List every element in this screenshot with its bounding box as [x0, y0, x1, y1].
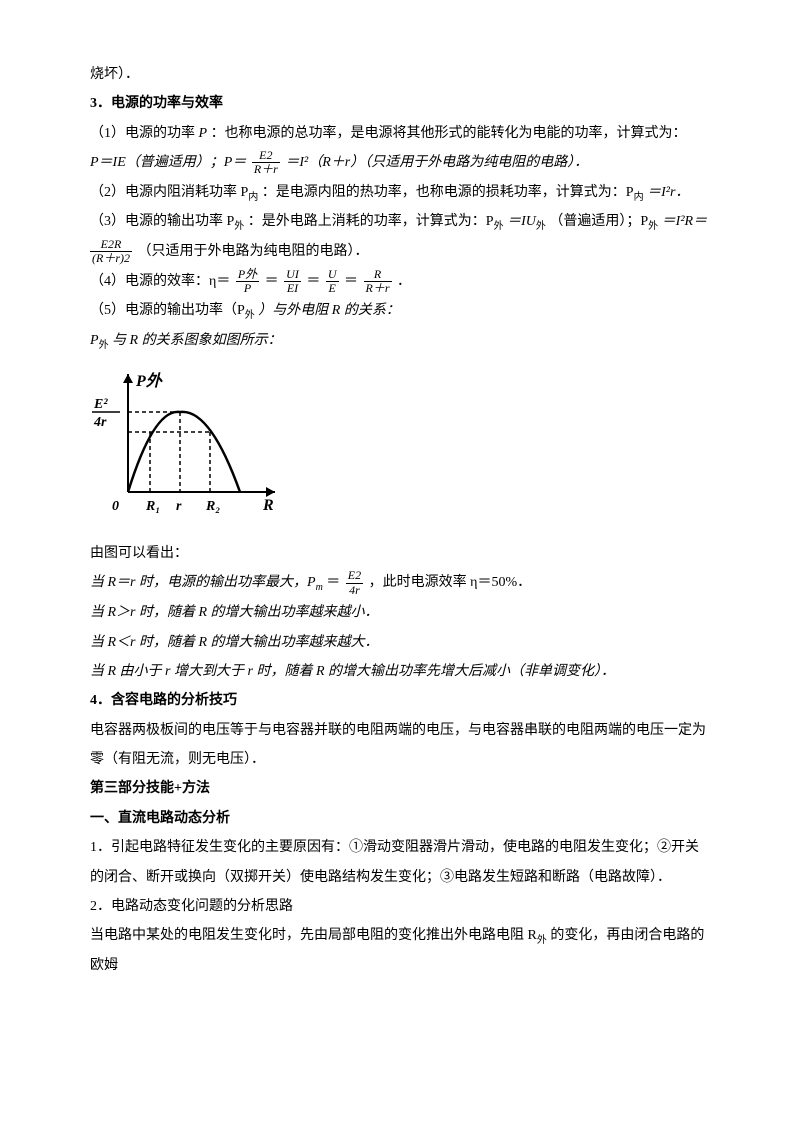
fraction: UI EI: [284, 268, 301, 295]
text: ）与外电阻 R 的关系：: [258, 303, 400, 318]
text: （1）电源的功率: [90, 126, 195, 141]
frac-den: EI: [284, 282, 301, 295]
eq: ＝: [306, 274, 320, 289]
p-rr1: 当 R＝r 时，电源的输出功率最大，Pm ＝ E2 4r ，此时电源效率 η＝5…: [90, 568, 710, 598]
svg-text:4r: 4r: [93, 415, 107, 430]
var: P: [90, 333, 99, 348]
fraction: E2R (R＋r)2: [90, 238, 132, 265]
p3-1-eq: P＝IE（普遍适用）；P＝ E2 R＋r ＝I²（R＋r）（只适用于外电路为纯电…: [90, 148, 710, 177]
frac-num: P外: [236, 268, 259, 282]
svg-text:r: r: [176, 499, 182, 514]
text: （4）电源的效率：η＝: [90, 274, 230, 289]
sub: m: [316, 582, 323, 593]
svg-text:E²: E²: [93, 397, 108, 412]
eq: ＝IU: [507, 214, 536, 229]
text: 当 R＝r 时，电源的输出功率最大，P: [90, 575, 316, 590]
p3-5a: （5）电源的输出功率（P外 ）与外电阻 R 的关系：: [90, 296, 710, 326]
p-rr4: 当 R 由小于 r 增大到大于 r 时，随着 R 的增大输出功率先增大后减小（非…: [90, 657, 710, 686]
fraction: E2 R＋r: [252, 149, 280, 176]
text: （2）电源内阻消耗功率 P: [90, 185, 248, 200]
eq: ＝: [265, 274, 279, 289]
heading-4: 4．含容电路的分析技巧: [90, 686, 710, 715]
eq-b: ＝I²（R＋r）（只适用于外电路为纯电阻的电路）．: [285, 155, 588, 170]
cont-line: 烧坏）．: [90, 60, 710, 89]
frac-den: 4r: [346, 584, 363, 597]
p-rr2: 当 R＞r 时，随着 R 的增大输出功率越来越小．: [90, 598, 710, 627]
svg-text:P外: P外: [135, 372, 164, 390]
sub: 外: [234, 221, 244, 232]
p-rr3: 当 R＜r 时，随着 R 的增大输出功率越来越大．: [90, 628, 710, 657]
fraction: P外 P: [236, 268, 259, 295]
text: （只适用于外电路为纯电阻的电路）．: [138, 244, 369, 259]
sub: 内: [248, 191, 258, 202]
graph-svg: P外 E² 4r 0 R₁ r R₂ R: [90, 362, 290, 522]
text: ．: [397, 274, 411, 289]
heading-part3: 第三部分技能+方法: [90, 774, 710, 803]
frac-den: R＋r: [252, 163, 280, 176]
after-graph: 由图可以看出：: [90, 539, 710, 568]
p3-3: （3）电源的输出功率 P外 ：是外电路上消耗的功率，计算式为：P外 ＝IU外 （…: [90, 207, 710, 237]
text: 当电路中某处的电阻发生变化时，先由局部电阻的变化推出外电路电阻 R: [90, 928, 537, 943]
frac-num: E2R: [90, 238, 132, 252]
sub: 外: [648, 221, 658, 232]
eq: ＝: [344, 274, 358, 289]
p3-1: （1）电源的功率 P ：也称电源的总功率，是电源将其他形式的能转化为电能的功率，…: [90, 119, 710, 148]
fraction: R R＋r: [364, 268, 392, 295]
p4-1: 电容器两极板间的电压等于与电容器并联的电阻两端的电压，与电容器串联的电阻两端的电…: [90, 716, 710, 775]
sub: 外: [537, 935, 547, 946]
eq: ＝I²r．: [647, 185, 689, 200]
text: 与 R 的关系图象如图所示：: [112, 333, 282, 348]
text: （5）电源的输出功率（P: [90, 303, 245, 318]
p3-3-frac: E2R (R＋r)2 （只适用于外电路为纯电阻的电路）．: [90, 237, 710, 266]
eq-a: P＝IE（普遍适用）；P＝: [90, 155, 246, 170]
frac-num: UI: [284, 268, 301, 282]
p-s1-1: 1．引起电路特征发生变化的主要原因有：①滑动变阻器滑片滑动，使电路的电阻发生变化…: [90, 833, 710, 892]
frac-den: P: [236, 282, 259, 295]
svg-text:R: R: [262, 497, 274, 514]
fraction: U E: [326, 268, 339, 295]
text: ：是电源内阻的热功率，也称电源的损耗功率，计算式为：P: [262, 185, 634, 200]
sub: 外: [245, 310, 255, 321]
page: 烧坏）． 3．电源的功率与效率 （1）电源的功率 P ：也称电源的总功率，是电源…: [0, 0, 800, 1132]
fraction: E2 4r: [346, 569, 363, 596]
eq: ＝I²R＝: [662, 214, 707, 229]
sub: 外: [99, 340, 109, 351]
svg-text:R₁: R₁: [145, 499, 160, 514]
frac-num: E2: [346, 569, 363, 583]
eq: ＝: [326, 575, 340, 590]
var-p: P: [199, 126, 208, 141]
power-graph: P外 E² 4r 0 R₁ r R₂ R: [90, 362, 710, 533]
sub: 外: [536, 221, 546, 232]
svg-text:R₂: R₂: [205, 499, 220, 514]
p-s1-2: 2．电路动态变化问题的分析思路: [90, 892, 710, 921]
text: ：也称电源的总功率，是电源将其他形式的能转化为电能的功率，计算式为：: [211, 126, 687, 141]
text: （3）电源的输出功率 P: [90, 214, 234, 229]
heading-3: 3．电源的功率与效率: [90, 89, 710, 118]
frac-num: U: [326, 268, 339, 282]
sub: 外: [494, 221, 504, 232]
p3-4: （4）电源的效率：η＝ P外 P ＝ UI EI ＝ U E ＝ R R＋r ．: [90, 267, 710, 296]
text: ：是外电路上消耗的功率，计算式为：P: [248, 214, 494, 229]
sub: 内: [634, 191, 644, 202]
p3-2: （2）电源内阻消耗功率 P内 ：是电源内阻的热功率，也称电源的损耗功率，计算式为…: [90, 178, 710, 208]
text: ，此时电源效率 η＝50%．: [369, 575, 531, 590]
svg-text:0: 0: [112, 499, 119, 514]
frac-num: R: [364, 268, 392, 282]
heading-s1: 一、直流电路动态分析: [90, 804, 710, 833]
frac-num: E2: [252, 149, 280, 163]
frac-den: (R＋r)2: [90, 252, 132, 265]
p3-5b: P外 与 R 的关系图象如图所示：: [90, 326, 710, 356]
text: （普遍适用）；P: [549, 214, 648, 229]
p-s1-3: 当电路中某处的电阻发生变化时，先由局部电阻的变化推出外电路电阻 R外 的变化，再…: [90, 921, 710, 980]
frac-den: R＋r: [364, 282, 392, 295]
frac-den: E: [326, 282, 339, 295]
